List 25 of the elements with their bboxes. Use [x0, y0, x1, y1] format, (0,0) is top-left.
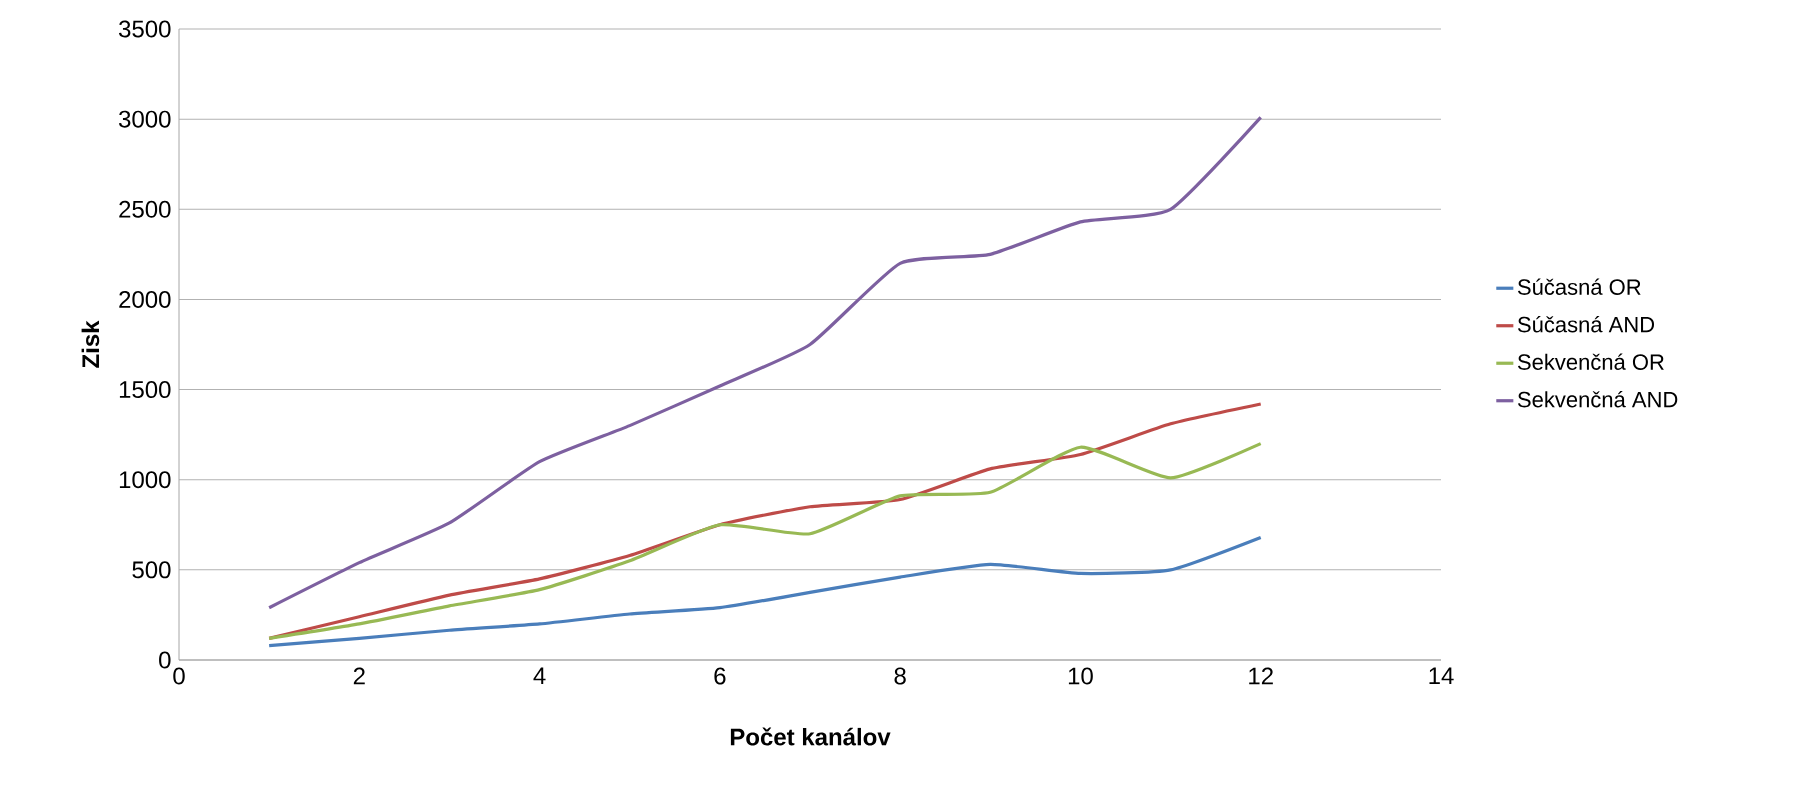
- legend-label: Súčasná OR: [1517, 278, 1641, 295]
- y-tick-label: 500: [132, 561, 171, 579]
- x-tick-label: 6: [714, 667, 726, 685]
- y-tick-label: 1000: [119, 471, 171, 489]
- y-tick-label: 3500: [118, 20, 171, 38]
- legend-label: Sekvenčná OR: [1517, 353, 1664, 370]
- legend-label: Súčasná AND: [1517, 315, 1655, 333]
- x-tick-label: 4: [533, 667, 546, 685]
- x-tick-label: 2: [353, 667, 365, 685]
- legend-label: Sekvenčná AND: [1517, 390, 1678, 408]
- line-series: [267, 535, 1263, 648]
- y-tick-label: 1500: [119, 381, 171, 399]
- x-tick-label: 10: [1068, 667, 1093, 685]
- x-tick-label: 14: [1429, 667, 1454, 685]
- x-tick-label: 0: [173, 667, 185, 685]
- x-tick-label: 12: [1249, 667, 1273, 685]
- x-tick-label: 8: [894, 667, 906, 685]
- x-axis-title: Počet kanálov: [730, 727, 891, 746]
- y-tick-label: 0: [159, 651, 171, 669]
- line-series: [267, 442, 1263, 640]
- y-axis-title: Zisk: [81, 320, 100, 368]
- y-tick-label: 2500: [119, 200, 171, 218]
- y-tick-label: 2000: [119, 290, 171, 308]
- line-series: [267, 115, 1263, 610]
- y-tick-label: 3000: [118, 110, 171, 128]
